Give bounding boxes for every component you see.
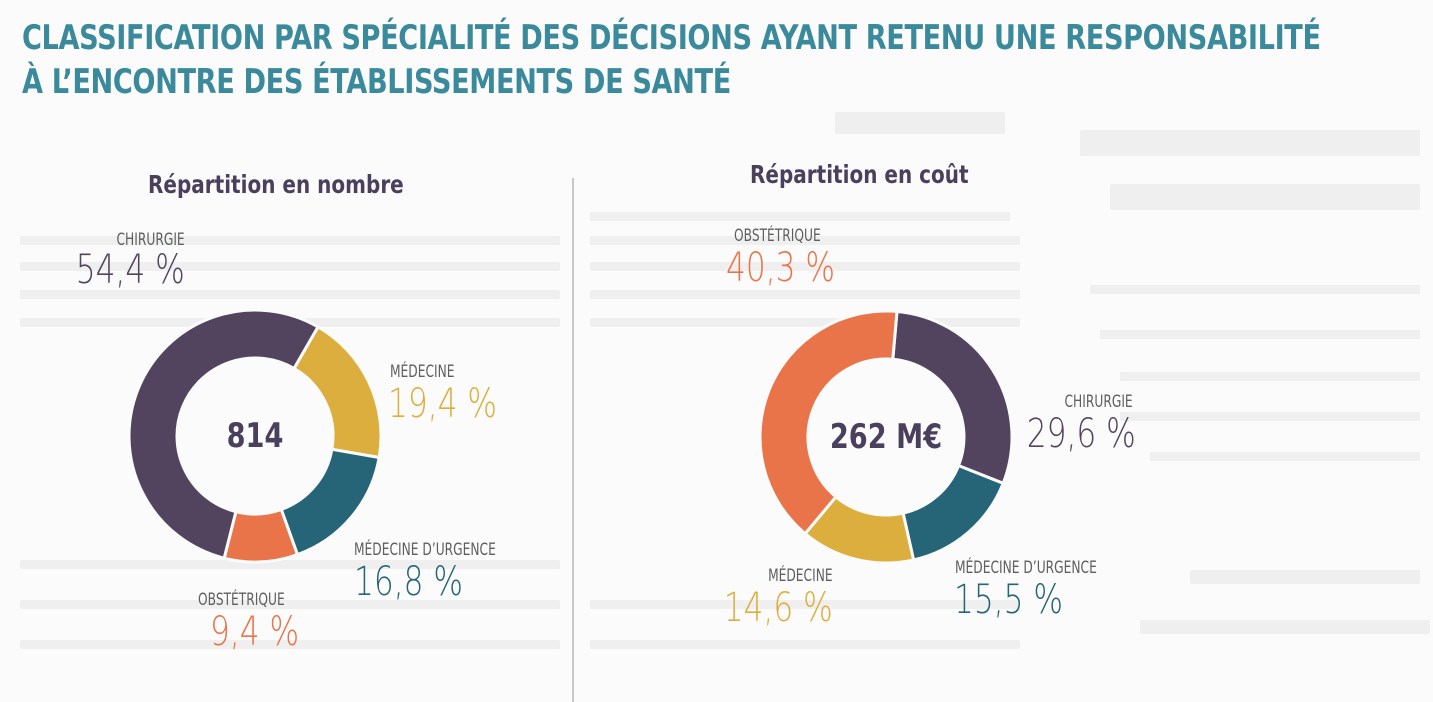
bleed-line [1110, 184, 1420, 210]
chart-title: Répartition en nombre [148, 170, 404, 199]
slice-label-value: 40,3 % [726, 245, 836, 291]
title-line-1: CLASSIFICATION PAR SPÉCIALITÉ DES DÉCISI… [22, 18, 1321, 58]
slice-label-name: MÉDECINE [390, 362, 455, 382]
bleed-line [20, 560, 560, 569]
title-line-2: À L’ENCONTRE DES ÉTABLISSEMENTS DE SANTÉ [22, 62, 731, 102]
bleed-line [590, 318, 1020, 327]
bleed-line [1100, 330, 1420, 339]
bleed-line [590, 600, 1020, 609]
bleed-line [590, 212, 1010, 221]
bleed-line [1120, 412, 1420, 421]
slice-label-name: CHIRURGIE [116, 230, 185, 250]
bleed-line [20, 236, 560, 245]
slice-label-value: 9,4 % [210, 609, 300, 655]
bleed-line [1190, 570, 1420, 584]
chart-title: Répartition en coût [750, 160, 969, 189]
bleed-line [1140, 620, 1430, 634]
slice-label-name: CHIRURGIE [1064, 392, 1133, 412]
bleed-line [590, 262, 1020, 271]
bleed-line [20, 290, 560, 299]
slice-label-value: 14,6 % [723, 585, 833, 631]
slice-label-value: 16,8 % [354, 559, 464, 605]
center-total: 814 [226, 416, 284, 456]
bleed-line [1120, 372, 1420, 381]
bleed-line [1080, 130, 1420, 156]
donut-slice-obstétrique [758, 309, 899, 536]
bleed-line [20, 262, 560, 271]
bleed-line [590, 236, 1020, 245]
bleed-line [835, 112, 1005, 134]
slice-label-name: MÉDECINE D’URGENCE [955, 558, 1097, 578]
slice-label-value: 19,4 % [388, 381, 498, 427]
center-total: 262 M€ [829, 417, 943, 457]
donut-slice-chirurgie [127, 308, 321, 560]
slice-label-name: MÉDECINE D’URGENCE [354, 540, 496, 560]
slice-label-value: 54,4 % [75, 247, 185, 293]
column-divider [572, 178, 574, 702]
slice-label-name: MÉDECINE [768, 566, 833, 586]
slice-label-value: 29,6 % [1026, 411, 1136, 457]
page-title: CLASSIFICATION PAR SPÉCIALITÉ DES DÉCISI… [22, 16, 1321, 104]
donut-slice-médecine-d-urgence [901, 463, 1006, 562]
bleed-line [590, 640, 1020, 649]
donut-slice-chirurgie [891, 309, 1014, 486]
slice-label-name: OBSTÉTRIQUE [198, 590, 285, 610]
bleed-line [590, 290, 1020, 299]
slice-label-value: 15,5 % [954, 577, 1064, 623]
slice-label-name: OBSTÉTRIQUE [734, 226, 821, 246]
bleed-line [20, 640, 560, 649]
bleed-line [20, 600, 560, 609]
bleed-line [1090, 285, 1420, 294]
bleed-line [1150, 452, 1420, 461]
